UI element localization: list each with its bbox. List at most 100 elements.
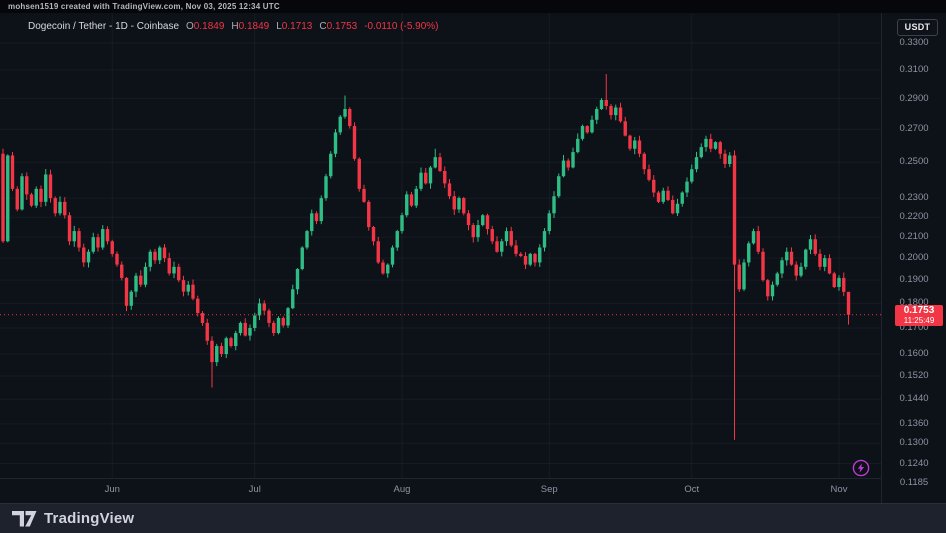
candle	[167, 252, 171, 276]
last-price-value: 0.1753	[903, 304, 935, 316]
price-tick-label: 0.1600	[899, 348, 929, 359]
candle	[181, 275, 186, 297]
candle	[671, 195, 675, 215]
candle	[443, 166, 447, 189]
candle	[509, 226, 513, 248]
candle	[818, 249, 822, 271]
candle	[352, 122, 357, 161]
candle	[628, 134, 632, 151]
price-tick-label: 0.3300	[899, 37, 929, 48]
candle	[614, 104, 618, 121]
candle	[1, 148, 5, 244]
candle	[262, 300, 266, 315]
candle	[376, 236, 380, 265]
candle	[528, 252, 532, 267]
candle	[219, 342, 224, 358]
candle	[699, 143, 703, 159]
candle	[224, 336, 228, 359]
candle	[367, 200, 371, 231]
month-label: Jun	[104, 484, 120, 495]
candle	[481, 214, 485, 227]
candle	[29, 192, 34, 208]
candle	[433, 148, 437, 169]
candle	[557, 173, 561, 198]
candle	[72, 225, 76, 247]
candle	[129, 290, 133, 310]
candle	[675, 198, 680, 216]
chart-pane[interactable]	[0, 13, 881, 478]
month-label: Oct	[684, 484, 700, 495]
candle	[134, 272, 138, 298]
candle	[172, 261, 176, 279]
candle	[286, 306, 290, 328]
price-axis[interactable]: 0.3300 0.3100 0.2900 0.2700 0.2500 0.2300 0.22…	[881, 13, 946, 503]
candle	[466, 210, 471, 231]
tradingview-logo-icon[interactable]	[12, 510, 37, 527]
candle	[20, 173, 24, 211]
candle	[709, 133, 713, 153]
candle	[642, 152, 646, 175]
attribution-text: mohsen1519 created with TradingView.com,…	[8, 2, 280, 11]
candle	[794, 261, 798, 281]
candle	[424, 168, 428, 185]
candle	[661, 187, 665, 204]
candle	[53, 196, 57, 217]
candle	[595, 106, 599, 125]
candle	[471, 222, 475, 243]
lightning-boost-button[interactable]	[852, 459, 870, 477]
candle	[770, 281, 775, 301]
candle	[685, 177, 689, 197]
candle	[732, 150, 737, 440]
candle	[329, 151, 333, 179]
candle	[357, 157, 361, 192]
candle	[67, 212, 72, 246]
time-axis[interactable]: Jun Jul Aug Sep Oct Nov	[0, 478, 881, 503]
candle	[846, 291, 851, 325]
candle	[580, 124, 585, 141]
candle	[44, 169, 48, 207]
price-tick-label: 0.2700	[899, 123, 929, 135]
candle	[105, 226, 110, 245]
high-label: H	[231, 21, 239, 32]
candle	[371, 226, 376, 246]
candle	[267, 308, 271, 328]
price-tick-label: 0.1800	[899, 297, 929, 309]
close-value: 0.1753	[326, 21, 358, 32]
candle	[48, 169, 53, 203]
candle	[177, 263, 181, 283]
candle	[737, 259, 741, 292]
candle	[58, 196, 62, 216]
tradingview-brand-text[interactable]: TradingView	[44, 510, 135, 527]
month-label: Jul	[248, 484, 261, 495]
candle	[747, 241, 751, 267]
candle	[656, 190, 661, 204]
price-tick-label: 0.2000	[899, 252, 929, 264]
candle	[243, 318, 247, 337]
candle	[618, 102, 623, 123]
candle	[585, 125, 589, 134]
candle	[808, 234, 813, 255]
candle	[96, 233, 100, 252]
candle	[633, 136, 637, 155]
candle	[124, 277, 129, 312]
price-tick-label: 0.2500	[899, 156, 929, 168]
candle	[680, 191, 684, 207]
candle	[248, 324, 252, 341]
candle	[15, 186, 19, 212]
candle	[576, 133, 580, 154]
candle	[276, 316, 281, 335]
price-tick-label: 0.1300	[899, 437, 929, 449]
candle	[291, 284, 295, 310]
candle	[713, 141, 718, 150]
currency-usdt-button[interactable]: USDT	[897, 19, 938, 36]
candle	[409, 191, 414, 208]
candle	[756, 225, 760, 255]
candle	[386, 263, 390, 278]
candle	[153, 248, 157, 264]
symbol-title: Dogecoin / Tether - 1D - Coinbase	[28, 21, 180, 32]
candle	[514, 240, 518, 257]
candle	[419, 167, 423, 192]
candle	[77, 228, 81, 252]
candle	[148, 249, 152, 272]
price-tick-label: 0.3100	[899, 63, 929, 75]
